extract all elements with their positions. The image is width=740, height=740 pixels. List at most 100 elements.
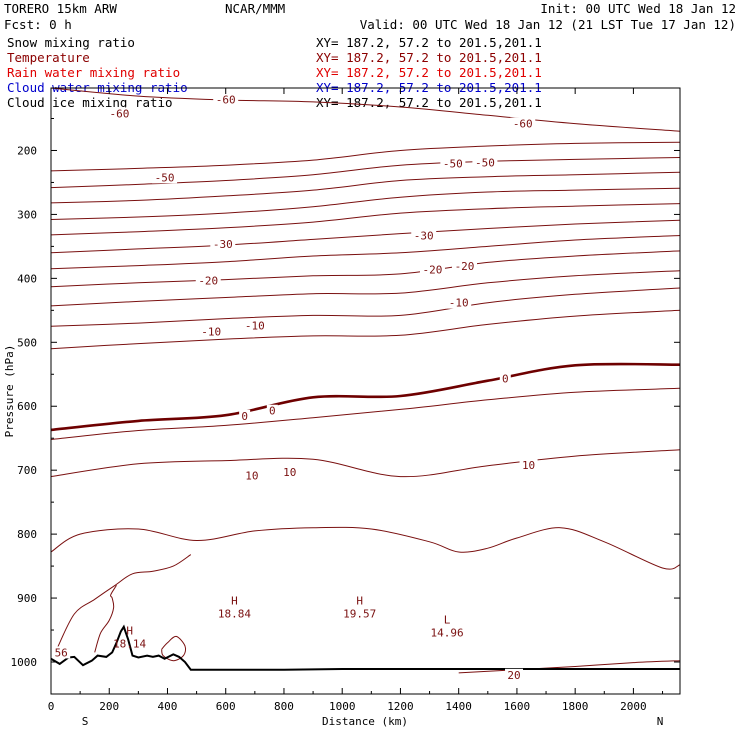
x-tick-label: 1200 [387,700,414,713]
field-name: Temperature [7,50,90,65]
center-name: NCAR/MMM [225,1,285,16]
contour-label: 0 [502,373,509,386]
contour-label: -50 [443,157,463,170]
isotherm-loop [56,554,192,650]
contour-label: -20 [198,274,218,287]
extremum-kind: H [231,594,238,607]
x-tick-label: 600 [216,700,236,713]
isotherm-minus55 [50,141,681,172]
isotherm-minus50 [50,157,681,189]
x-tick-label: 1400 [445,700,472,713]
contour-labels: -60 -60 -60 -50 -50 -50 -30 -30 -20 -20 -20 -10 -10 -… [52,93,538,682]
isotherm-minus40 [50,187,681,220]
isotherm-15 [50,526,681,570]
contour-label: -30 [414,230,434,243]
extremum-value: 19.57 [343,607,376,620]
south-endpoint: S [82,715,89,728]
extremum-kind: H [356,594,363,607]
plot-frame [50,87,681,695]
contour-label-bg [510,117,536,130]
contour-label-bg [213,93,239,106]
contour-label: 10 [522,459,535,472]
y-tick-label: 500 [17,336,37,349]
field-xy: XY= 187.2, 57.2 to 201.5,201.1 [316,65,542,80]
contour-label-bg [499,372,511,385]
field-legend: Snow mixing ratio XY= 187.2, 57.2 to 201.… [7,35,542,110]
contour-label-bg [242,469,261,482]
contour-label: -60 [109,107,129,120]
isotherm-loop [94,585,117,653]
isotherm-minus45 [50,171,681,204]
contour-label: -20 [423,263,443,276]
extremum-kind: L [444,614,451,627]
contour-label-bg [519,459,538,472]
contour-label: -30 [213,238,233,251]
contour-label-bg [280,466,299,479]
y-tick-label: 700 [17,464,37,477]
field-xy: XY= 187.2, 57.2 to 201.5,201.1 [316,50,542,65]
model-title: TORERO 15km ARW [4,1,117,16]
isotherm-minus10 [50,287,681,327]
init-time: Init: 00 UTC Wed 18 Jan 12 [540,1,736,16]
field-name: Rain water mixing ratio [7,65,180,80]
contour-label: -60 [216,93,236,106]
contour-label: -60 [513,118,533,131]
extremum-value: 14.96 [430,627,463,640]
terrain-line [50,624,680,671]
isotherm-minus30 [50,219,681,254]
contour-label-bg [419,263,445,276]
isotherm-20 [458,660,681,674]
contour-label-bg [198,325,224,338]
y-tick-label: 300 [17,208,37,221]
contour-label: -50 [155,171,175,184]
x-tick-label: 1600 [504,700,531,713]
isotherm-5 [50,387,681,440]
x-tick-label: 1800 [562,700,589,713]
isotherm-minus35 [50,203,681,236]
field-name: Snow mixing ratio [7,35,135,50]
isotherm-minus5 [50,309,681,350]
y-tick-label: 900 [17,592,37,605]
y-tick-label: 400 [17,272,37,285]
field-xy: XY= 187.2, 57.2 to 201.5,201.1 [316,35,542,50]
contour-label-bg [440,157,466,170]
y-axis-ticks: 200 300 400 500 600 700 800 900 10 0 0 [11,118,680,669]
contour-label: 10 [245,469,258,482]
y-axis-label: Pressure (hPa) [3,345,16,438]
contour-label: -10 [201,325,221,338]
x-tick-label: 2000 [620,700,647,713]
x-tick-label: 800 [274,700,294,713]
contour-label-bg [242,319,268,332]
extremum-value: 18.84 [218,607,251,620]
contour-label-bg [472,156,498,169]
contour-label-bg [210,237,236,250]
contour-label-bg [452,260,478,273]
contour-label: -50 [475,157,495,170]
field-xy: XY= 187.2, 57.2 to 201.5,201.1 [316,95,542,110]
forecast-hour: Fcst: 0 h [4,17,72,32]
contour-label-bg [239,409,251,422]
y-tick-label: 600 [17,400,37,413]
north-endpoint: N [657,715,664,728]
contour-label-bg [152,171,178,184]
contour-label-bg [505,668,524,681]
contour-label-bg [266,404,278,417]
contour-label: -10 [245,320,265,333]
contour-label: 0 [241,410,248,423]
extremum-kind: H [126,625,133,638]
field-name: Cloud ice mixing ratio [7,95,173,110]
isotherm-minus20 [50,250,681,288]
contour-label: 0 [269,405,276,418]
temperature-contours [50,87,681,674]
y-tick-label: 200 [17,144,37,157]
x-tick-label: 400 [158,700,178,713]
isotherm-minus25 [50,235,681,270]
x-tick-label: 0 [48,700,55,713]
contour-label-bg [446,296,472,309]
contour-label: 20 [507,669,520,682]
contour-label-bg [195,274,221,287]
x-tick-label: 1000 [329,700,356,713]
y-tick-label: 800 [17,528,37,541]
